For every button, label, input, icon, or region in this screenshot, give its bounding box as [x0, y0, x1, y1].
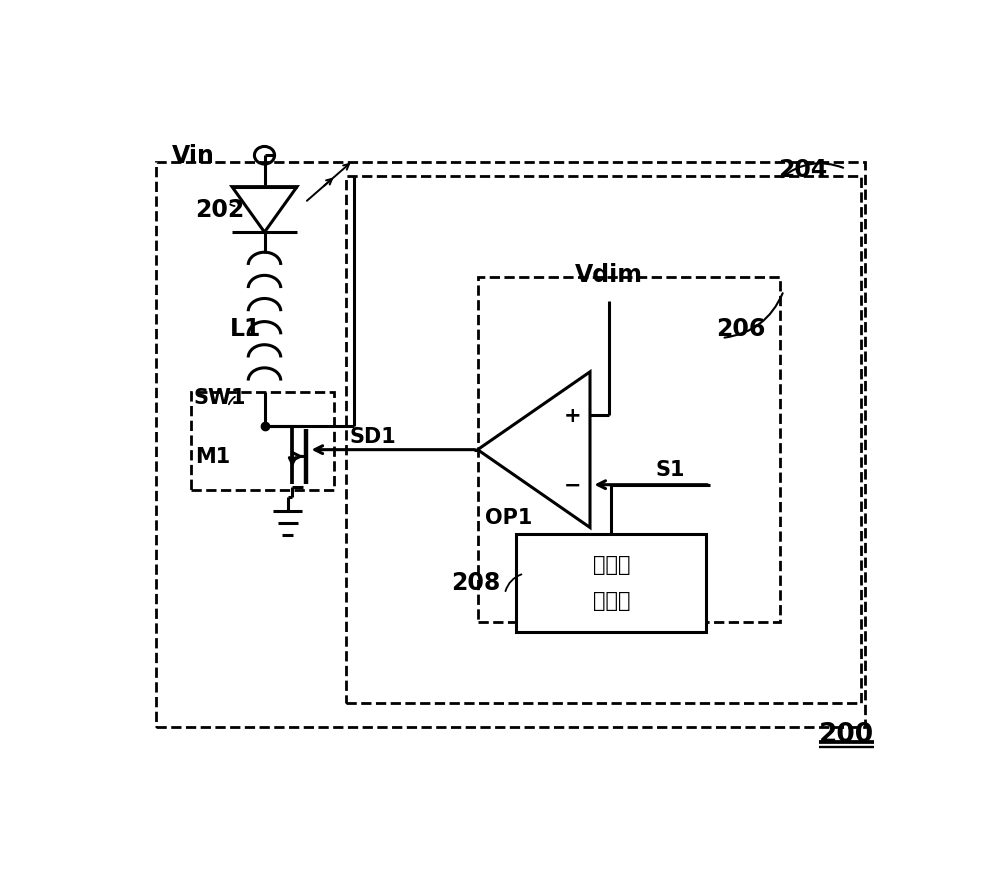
Text: −: − — [564, 475, 582, 495]
Text: 206: 206 — [716, 316, 766, 341]
Text: 202: 202 — [195, 198, 244, 222]
Text: +: + — [564, 405, 582, 425]
Text: SD1: SD1 — [350, 427, 396, 447]
Text: 200: 200 — [819, 721, 874, 747]
Text: 204: 204 — [778, 157, 828, 182]
Text: 三角波: 三角波 — [593, 555, 630, 575]
Text: L1: L1 — [230, 316, 261, 341]
Text: Vin: Vin — [172, 144, 214, 168]
Text: 208: 208 — [452, 570, 501, 594]
Text: SW1: SW1 — [193, 387, 246, 407]
FancyBboxPatch shape — [516, 535, 706, 633]
Text: OP1: OP1 — [485, 507, 533, 528]
Text: Vdim: Vdim — [575, 263, 643, 286]
Text: 产生器: 产生器 — [593, 591, 630, 610]
Text: S1: S1 — [656, 459, 685, 479]
Polygon shape — [478, 372, 590, 528]
Text: M1: M1 — [195, 447, 230, 467]
